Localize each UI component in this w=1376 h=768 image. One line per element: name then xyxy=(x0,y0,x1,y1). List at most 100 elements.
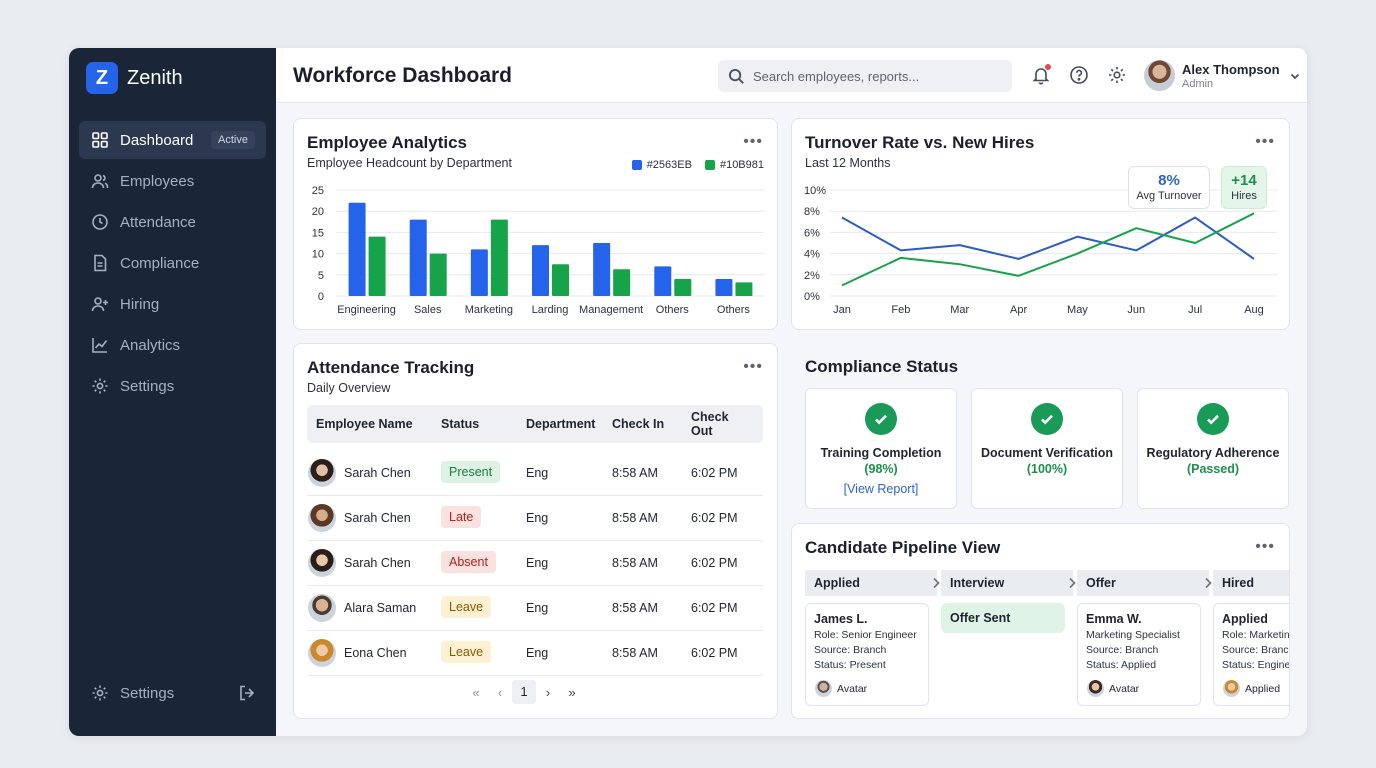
brand-logo: Z xyxy=(86,62,118,94)
candidate-name: James L. xyxy=(814,612,868,626)
logout-button[interactable] xyxy=(238,684,256,706)
sidebar-item-label: Hiring xyxy=(120,295,160,313)
attendance-card: Attendance Tracking Daily Overview ••• E… xyxy=(293,343,778,719)
sidebar-item-employees[interactable]: Employees xyxy=(79,162,266,200)
sidebar-item-hiring[interactable]: Hiring xyxy=(79,285,266,323)
sidebar-item-compliance[interactable]: Compliance xyxy=(79,244,266,282)
sidebar-item-dashboard[interactable]: Dashboard Active xyxy=(79,121,266,159)
more-options-button[interactable]: ••• xyxy=(1255,133,1275,150)
search-bar[interactable] xyxy=(718,60,1012,92)
compliance-value: (100%) xyxy=(1026,462,1068,476)
card-title: Turnover Rate vs. New Hires xyxy=(805,133,1035,152)
user-menu[interactable]: Alex Thompson Admin xyxy=(1144,60,1300,91)
avatar xyxy=(1144,60,1175,91)
stat-label: Hires xyxy=(1231,190,1257,202)
x-tick-label: Apr xyxy=(1010,304,1027,316)
offer-sent-tag[interactable]: Offer Sent xyxy=(941,603,1065,633)
sidebar-item-label: Compliance xyxy=(120,254,200,272)
bar xyxy=(429,253,447,296)
more-options-button[interactable]: ••• xyxy=(743,358,763,375)
sidebar-item-settings[interactable]: Settings xyxy=(79,367,266,405)
compliance-section: Compliance Status Training Completion (9… xyxy=(791,343,1290,513)
candidate-card[interactable]: James L. Role: Senior Engineer Source: B… xyxy=(805,603,929,706)
chevron-down-icon xyxy=(1290,73,1299,79)
x-tick-label: Others xyxy=(656,304,690,316)
bar xyxy=(348,202,366,296)
avatar xyxy=(815,680,832,697)
stage-label: Hired xyxy=(1222,576,1254,590)
table-row[interactable]: Sarah Chen Absent Eng 8:58 AM 6:02 PM xyxy=(307,541,763,586)
candidate-status: Status: Engineer xyxy=(1222,659,1290,671)
sidebar-item-attendance[interactable]: Attendance xyxy=(79,203,266,241)
card-subtitle: Daily Overview xyxy=(307,381,391,395)
turnover-card: Turnover Rate vs. New Hires Last 12 Mont… xyxy=(791,118,1290,330)
candidate-source: Source: Branch xyxy=(1086,644,1159,656)
check-out: 6:02 PM xyxy=(691,466,738,480)
department: Eng xyxy=(526,646,549,660)
employee-name: Sarah Chen xyxy=(344,511,411,525)
card-title: Candidate Pipeline View xyxy=(805,538,1001,557)
notifications-button[interactable] xyxy=(1031,64,1051,85)
table-row[interactable]: Sarah Chen Late Eng 8:58 AM 6:02 PM xyxy=(307,496,763,541)
table-row[interactable]: Alara Saman Leave Eng 8:58 AM 6:02 PM xyxy=(307,586,763,631)
more-options-button[interactable]: ••• xyxy=(1255,538,1275,555)
help-button[interactable] xyxy=(1069,65,1089,85)
sidebar: Z Zenith Dashboard Active Employees Atte… xyxy=(69,48,276,736)
headcount-bar-chart: 0 5 10 15 20 25 Engineering Sales Marketing Lardi… xyxy=(312,185,764,316)
more-options-button[interactable]: ••• xyxy=(743,133,763,150)
employee-name: Eona Chen xyxy=(344,646,407,660)
trend-icon xyxy=(92,338,108,353)
compliance-item-documents: Document Verification (100%) xyxy=(971,388,1123,509)
prev-page-button[interactable]: ‹ xyxy=(497,684,503,700)
legend-item: #2563EB xyxy=(631,159,692,171)
stage-interview[interactable]: Interview xyxy=(941,570,1076,596)
chevron-right-icon xyxy=(933,577,940,589)
candidate-footer-label: Avatar xyxy=(837,682,868,695)
current-page[interactable]: 1 xyxy=(512,680,536,704)
next-page-button[interactable]: › xyxy=(545,684,551,700)
stat-label: Avg Turnover xyxy=(1136,190,1202,202)
settings-button[interactable] xyxy=(1107,65,1127,85)
candidate-status: Status: Present xyxy=(814,659,886,671)
pipeline-card: Candidate Pipeline View ••• Applied Inte… xyxy=(791,523,1290,719)
first-page-button[interactable]: « xyxy=(472,684,480,700)
chart-legend: #2563EB #10B981 xyxy=(619,159,764,171)
chevron-right-icon xyxy=(1205,577,1212,589)
view-report-link[interactable]: [View Report] xyxy=(843,482,919,496)
stage-applied[interactable]: Applied xyxy=(805,570,940,596)
search-input[interactable] xyxy=(753,68,993,84)
last-page-button[interactable]: » xyxy=(568,684,576,700)
sidebar-item-label: Settings xyxy=(120,377,175,395)
check-icon xyxy=(1031,403,1063,435)
column-header: Check In xyxy=(612,417,665,431)
candidate-card[interactable]: Applied Role: Marketing Source: Branch S… xyxy=(1213,603,1290,706)
avatar xyxy=(308,594,336,622)
check-out: 6:02 PM xyxy=(691,556,738,570)
legend-swatch xyxy=(704,160,715,170)
document-icon xyxy=(94,254,107,272)
check-out: 6:02 PM xyxy=(691,601,738,615)
notification-dot xyxy=(1045,64,1051,70)
table-row[interactable]: Eona Chen Leave Eng 8:58 AM 6:02 PM xyxy=(307,631,763,676)
candidate-name: Applied xyxy=(1222,612,1268,626)
stat-value: 8% xyxy=(1158,172,1180,189)
y-tick-label: 15 xyxy=(312,227,324,239)
column-header: Employee Name xyxy=(316,417,413,431)
department: Eng xyxy=(526,556,549,570)
pagination: « ‹ 1 › » xyxy=(464,680,584,704)
stage-hired[interactable]: Hired xyxy=(1213,570,1289,596)
sidebar-item-label: Attendance xyxy=(120,213,196,231)
y-tick-label: 4% xyxy=(804,249,820,261)
check-in: 8:58 AM xyxy=(612,646,658,660)
sidebar-item-label: Dashboard xyxy=(120,131,194,149)
stage-offer[interactable]: Offer xyxy=(1077,570,1212,596)
stage-label: Offer xyxy=(1086,576,1116,590)
y-tick-label: 20 xyxy=(312,206,324,218)
sidebar-item-analytics[interactable]: Analytics xyxy=(79,326,266,364)
candidate-card[interactable]: Emma W. Marketing Specialist Source: Bra… xyxy=(1077,603,1201,706)
compliance-value: (98%) xyxy=(864,462,898,476)
gear-icon xyxy=(1109,67,1125,83)
sidebar-bottom-settings[interactable]: Settings xyxy=(79,674,266,712)
table-row[interactable]: Sarah Chen Present Eng 8:58 AM 6:02 PM xyxy=(307,451,763,496)
brand[interactable]: Z Zenith xyxy=(86,62,183,94)
